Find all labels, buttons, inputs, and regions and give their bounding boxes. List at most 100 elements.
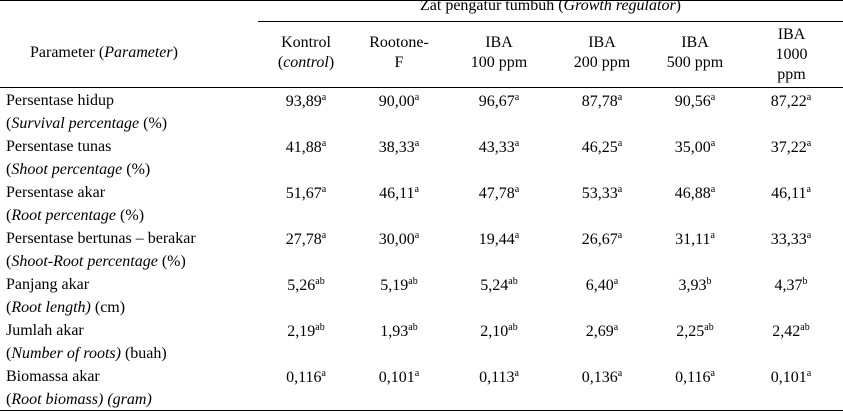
significance-letter: ab xyxy=(315,276,325,287)
value-number: 0,116 xyxy=(286,369,322,386)
value-number: 0,116 xyxy=(675,369,711,386)
column-header-iba-200: IBA 200 ppm xyxy=(573,34,631,71)
significance-letter: b xyxy=(706,276,712,287)
header-rule xyxy=(0,87,843,88)
value-number: 47,78 xyxy=(478,185,515,202)
value-number: 2,19 xyxy=(287,323,316,340)
significance-letter: a xyxy=(710,368,715,379)
value-number: 43,33 xyxy=(478,139,515,156)
value-cell: 26,67a xyxy=(557,230,647,252)
value-cell: 4,37b xyxy=(746,276,836,298)
parameter-name: Panjang akar xyxy=(6,276,90,293)
value-number: 2,42 xyxy=(772,323,801,340)
significance-letter: a xyxy=(710,92,716,103)
value-number: 87,22 xyxy=(770,93,807,110)
significance-letter: a xyxy=(806,92,812,103)
growth-regulator-header: Zat pengatur tumbuh (Growth regulator) xyxy=(420,0,681,14)
significance-letter: a xyxy=(321,92,327,103)
value-cell: 43,33a xyxy=(454,138,544,160)
value-cell: 0,136a xyxy=(557,368,647,390)
top-rule xyxy=(0,0,843,1)
significance-letter: a xyxy=(414,230,420,241)
significance-letter: a xyxy=(617,368,623,379)
significance-letter: a xyxy=(806,184,811,195)
value-number: 38,33 xyxy=(378,139,415,156)
parameter-name: Persentase tunas xyxy=(6,138,112,155)
value-number: 5,26 xyxy=(287,277,316,294)
parameter-header: Parameter (Parameter) xyxy=(30,44,178,61)
value-number: 33,33 xyxy=(770,231,807,248)
significance-letter: a xyxy=(710,230,715,241)
significance-letter: a xyxy=(613,276,619,287)
significance-letter: ab xyxy=(408,322,418,333)
value-cell: 2,25ab xyxy=(650,322,740,344)
value-number: 5,19 xyxy=(380,277,409,294)
significance-letter: a xyxy=(514,230,520,241)
value-number: 2,10 xyxy=(480,323,509,340)
value-cell: 5,26ab xyxy=(261,276,351,298)
value-number: 1,93 xyxy=(380,323,409,340)
value-number: 87,78 xyxy=(581,93,618,110)
value-cell: 37,22a xyxy=(746,138,836,160)
significance-letter: a xyxy=(617,92,623,103)
column-header-iba-100: IBA 100 ppm xyxy=(470,34,528,71)
significance-letter: ab xyxy=(315,322,325,333)
value-cell: 51,67a xyxy=(261,184,351,206)
value-cell: 38,33a xyxy=(354,138,444,160)
value-number: 26,67 xyxy=(581,231,618,248)
value-number: 30,00 xyxy=(378,231,415,248)
column-header-rootone: Rootone- F xyxy=(369,34,429,71)
value-number: 46,11 xyxy=(771,185,807,202)
value-number: 96,67 xyxy=(478,93,515,110)
value-number: 41,88 xyxy=(285,139,322,156)
significance-letter: a xyxy=(321,184,327,195)
value-number: 35,00 xyxy=(674,139,711,156)
significance-letter: ab xyxy=(508,276,518,287)
significance-letter: a xyxy=(710,138,716,149)
value-number: 4,37 xyxy=(774,277,803,294)
parameter-english: (Shoot percentage (%) xyxy=(6,161,151,178)
value-cell: 0,101a xyxy=(354,368,444,390)
value-number: 93,89 xyxy=(285,93,322,110)
bottom-rule xyxy=(0,410,843,411)
value-number: 5,24 xyxy=(480,277,509,294)
value-cell: 27,78a xyxy=(261,230,351,252)
column-header-iba-1000: IBA 1000 ppm xyxy=(775,26,808,83)
significance-letter: a xyxy=(321,368,326,379)
significance-letter: a xyxy=(613,322,619,333)
value-number: 46,88 xyxy=(674,185,711,202)
significance-letter: a xyxy=(710,184,716,195)
significance-letter: a xyxy=(514,368,519,379)
value-cell: 87,22a xyxy=(746,92,836,114)
value-cell: 0,101a xyxy=(746,368,836,390)
value-cell: 35,00a xyxy=(650,138,740,160)
significance-letter: ab xyxy=(704,322,714,333)
significance-letter: ab xyxy=(408,276,418,287)
parameter-english: (Root biomass) (gram) xyxy=(6,391,152,408)
parameter-name: Jumlah akar xyxy=(6,322,84,339)
value-cell: 3,93b xyxy=(650,276,740,298)
value-cell: 46,11a xyxy=(746,184,836,206)
value-number: 2,69 xyxy=(585,323,614,340)
significance-letter: a xyxy=(414,368,420,379)
significance-letter: a xyxy=(617,184,623,195)
value-number: 0,101 xyxy=(378,369,415,386)
value-number: 46,25 xyxy=(581,139,618,156)
value-number: 31,11 xyxy=(675,231,711,248)
value-number: 2,25 xyxy=(676,323,705,340)
value-number: 53,33 xyxy=(581,185,618,202)
value-cell: 6,40a xyxy=(557,276,647,298)
value-cell: 0,116a xyxy=(650,368,740,390)
significance-letter: a xyxy=(514,184,520,195)
value-number: 19,44 xyxy=(478,231,515,248)
column-header-iba-500: IBA 500 ppm xyxy=(666,34,724,71)
significance-letter: a xyxy=(414,138,420,149)
value-cell: 1,93ab xyxy=(354,322,444,344)
parameter-name: Persentase hidup xyxy=(6,92,114,109)
significance-letter: ab xyxy=(800,322,810,333)
parameter-name: Persentase bertunas – berakar xyxy=(6,230,196,247)
value-cell: 90,00a xyxy=(354,92,444,114)
parameter-english: (Survival percentage (%) xyxy=(6,115,168,132)
value-cell: 19,44a xyxy=(454,230,544,252)
value-number: 0,101 xyxy=(770,369,807,386)
